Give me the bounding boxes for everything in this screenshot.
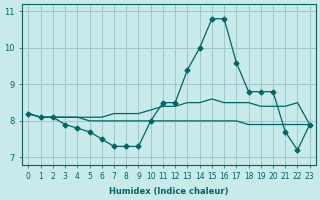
X-axis label: Humidex (Indice chaleur): Humidex (Indice chaleur) (109, 187, 229, 196)
